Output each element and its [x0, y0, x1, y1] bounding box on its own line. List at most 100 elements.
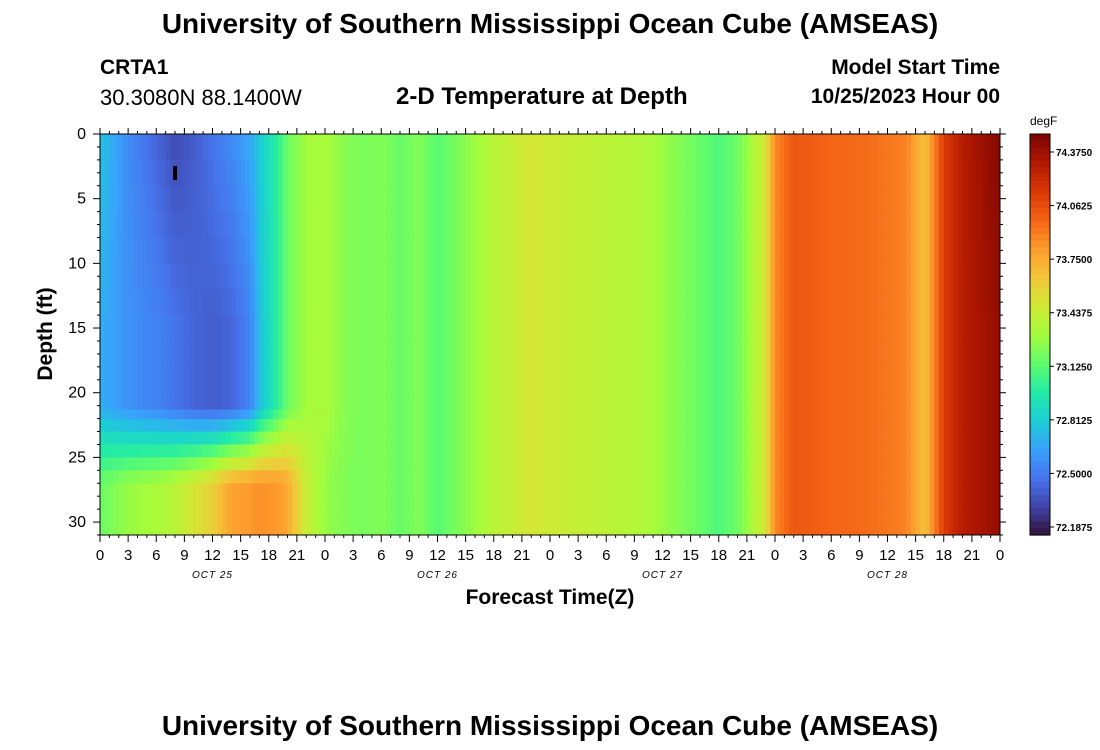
heatmap-cell: [292, 263, 298, 290]
heatmap-cell: [254, 315, 260, 342]
heatmap-cell: [109, 211, 115, 239]
heatmap-cell: [250, 522, 256, 535]
heatmap-cell: [671, 134, 678, 161]
heatmap-cell: [789, 457, 795, 471]
heatmap-cell: [765, 496, 771, 510]
heatmap-cell: [939, 366, 945, 394]
heatmap-cell: [264, 315, 270, 342]
heatmap-cell: [634, 159, 640, 187]
heatmap-cell: [385, 366, 392, 394]
heatmap-cell: [896, 289, 903, 316]
heatmap-cell: [137, 457, 143, 471]
heatmap-cell: [306, 392, 312, 411]
heatmap-cell: [784, 185, 790, 213]
heatmap-cell: [489, 211, 495, 239]
heatmap-cell: [432, 522, 439, 535]
heatmap-cell: [929, 522, 935, 535]
heatmap-cell: [615, 392, 621, 411]
heatmap-cell: [892, 134, 898, 161]
heatmap-cell: [714, 134, 720, 161]
heatmap-cell: [531, 496, 537, 510]
heatmap-cell: [798, 419, 804, 433]
heatmap-cell: [310, 366, 317, 394]
heatmap-cell: [268, 444, 275, 458]
heatmap-cell: [789, 185, 795, 213]
heatmap-cell: [737, 470, 743, 484]
heatmap-cell: [479, 431, 485, 446]
heatmap-cell: [268, 483, 275, 497]
heatmap-cell: [526, 509, 532, 523]
heatmap-cell: [578, 211, 584, 239]
depth-marker: [173, 166, 177, 180]
heatmap-cell: [437, 315, 443, 342]
heatmap-cell: [212, 457, 218, 471]
heatmap-cell: [643, 134, 650, 161]
heatmap-cell: [404, 522, 410, 535]
heatmap-cell: [339, 340, 345, 368]
heatmap-cell: [531, 159, 537, 187]
heatmap-cell: [418, 431, 425, 446]
heatmap-cell: [493, 263, 500, 290]
heatmap-cell: [943, 409, 950, 420]
heatmap-cell: [175, 409, 181, 420]
heatmap-cell: [742, 211, 748, 239]
heatmap-cell: [812, 263, 818, 290]
heatmap-cell: [596, 483, 603, 497]
heatmap-cell: [634, 496, 640, 510]
heatmap-cell: [376, 483, 382, 497]
heatmap-cell: [648, 366, 654, 394]
heatmap-cell: [521, 263, 528, 290]
heatmap-cell: [981, 419, 987, 433]
heatmap-cell: [929, 457, 935, 471]
heatmap-cell: [831, 431, 837, 446]
heatmap-cell: [146, 366, 153, 394]
heatmap-cell: [357, 431, 364, 446]
heatmap-cell: [259, 509, 265, 523]
heatmap-cell: [906, 457, 912, 471]
heatmap-cell: [254, 134, 260, 161]
heatmap-cell: [765, 431, 771, 446]
heatmap-cell: [929, 431, 935, 446]
heatmap-cell: [943, 340, 950, 368]
heatmap-cell: [882, 237, 889, 264]
heatmap-cell: [418, 263, 425, 290]
heatmap-cell: [418, 340, 425, 368]
heatmap-cell: [564, 237, 570, 264]
heatmap-cell: [526, 419, 532, 433]
heatmap-cell: [414, 509, 420, 523]
heatmap-cell: [962, 366, 968, 394]
heatmap-cell: [559, 159, 565, 187]
heatmap-cell: [446, 496, 453, 510]
heatmap-cell: [704, 263, 710, 290]
heatmap-cell: [418, 159, 425, 187]
heatmap-cell: [432, 289, 439, 316]
heatmap-cell: [835, 392, 842, 411]
heatmap-cell: [723, 289, 729, 316]
heatmap-cell: [718, 409, 725, 420]
heatmap-cell: [409, 211, 415, 239]
heatmap-cell: [559, 457, 565, 471]
heatmap-cell: [329, 211, 335, 239]
heatmap-cell: [850, 509, 856, 523]
heatmap-cell: [995, 483, 1000, 497]
heatmap-cell: [545, 522, 551, 535]
heatmap-cell: [578, 496, 584, 510]
heatmap-cell: [151, 315, 157, 342]
heatmap-cell: [160, 431, 167, 446]
heatmap-cell: [840, 159, 846, 187]
heatmap-cell: [751, 315, 757, 342]
heatmap-cell: [235, 237, 242, 264]
heatmap-cell: [896, 509, 903, 523]
heatmap-cell: [671, 431, 678, 446]
heatmap-cell: [132, 483, 139, 497]
heatmap-cell: [531, 134, 537, 161]
heatmap-cell: [221, 289, 228, 316]
heatmap-cell: [610, 522, 617, 535]
heatmap-cell: [657, 470, 664, 484]
heatmap-cell: [123, 419, 129, 433]
heatmap-cell: [625, 457, 631, 471]
heatmap-cell: [325, 419, 331, 433]
heatmap-cell: [587, 340, 593, 368]
heatmap-cell: [831, 444, 837, 458]
heatmap-cell: [625, 185, 631, 213]
